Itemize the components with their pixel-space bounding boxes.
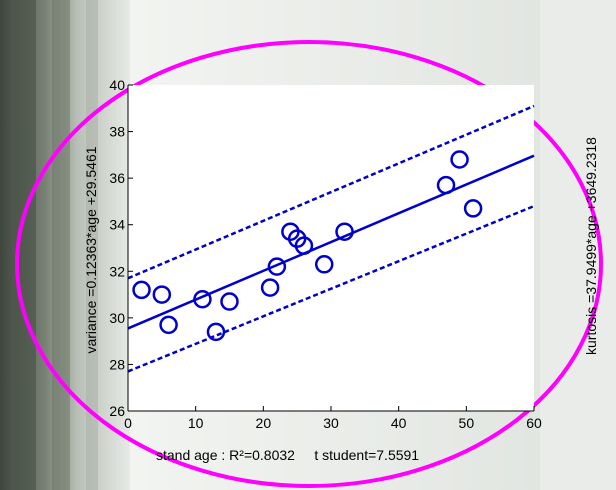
- highlight-ellipse: [15, 40, 603, 488]
- second-chart-y-axis-label: kurtosis =37.9499*age +3649.2318: [583, 137, 599, 355]
- y-tick-label: 28: [109, 356, 125, 372]
- x-axis-label-stats: : R²=0.8032 t student=7.5591: [218, 447, 420, 463]
- fit-lines: [127, 104, 535, 373]
- x-axis-label-main: stand age: [156, 447, 218, 463]
- x-tick-label: 40: [391, 415, 407, 431]
- data-point: [314, 255, 334, 274]
- y-tick-label: 32: [109, 263, 125, 279]
- x-tick-label: 0: [124, 415, 132, 431]
- x-ticks: 0 10 20 30 40 50 60: [124, 406, 542, 431]
- y-tick-label: 36: [109, 170, 125, 186]
- scatter-points: [132, 150, 483, 342]
- x-axis-label: stand age : R²=0.8032 t student=7.5591: [156, 447, 419, 463]
- fit-line: [127, 154, 535, 330]
- data-point: [450, 150, 469, 169]
- data-point: [152, 285, 172, 304]
- y-tick-label: 40: [109, 77, 125, 93]
- x-tick-label: 60: [526, 415, 542, 431]
- data-point: [206, 322, 226, 342]
- y-tick-label: 30: [109, 310, 125, 326]
- x-tick-label: 20: [256, 415, 272, 431]
- data-point: [260, 278, 280, 297]
- plot-area: [128, 85, 534, 411]
- data-point: [267, 257, 287, 276]
- y-tick-label: 34: [109, 217, 125, 233]
- y-tick-label: 38: [109, 124, 125, 140]
- y-tick-label: 26: [109, 403, 125, 419]
- upper-bound-line: [127, 104, 535, 280]
- data-point: [220, 292, 239, 311]
- y-ticks: 26 28 30 32 34 36 38 40: [109, 77, 133, 419]
- data-point: [463, 199, 483, 218]
- data-point: [132, 280, 151, 300]
- x-tick-label: 50: [459, 415, 475, 431]
- x-tick-label: 10: [188, 415, 204, 431]
- y-axis-label: variance =0.12363*age +29.5461: [83, 146, 99, 353]
- x-tick-label: 30: [323, 415, 339, 431]
- data-point: [159, 315, 178, 335]
- lower-bound-line: [127, 204, 535, 373]
